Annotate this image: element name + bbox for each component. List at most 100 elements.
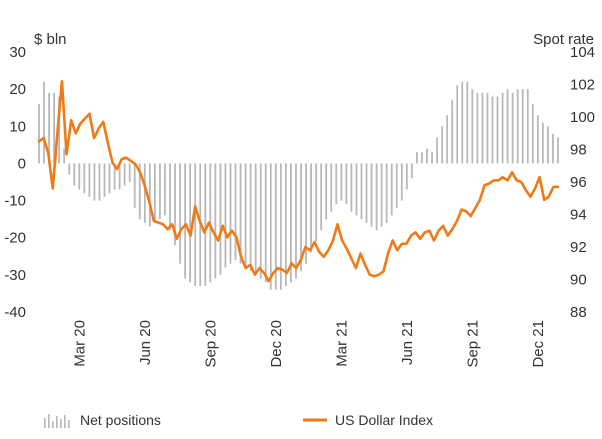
net-position-bar: [234, 163, 237, 260]
left-tick-label: -30: [4, 267, 26, 284]
net-position-bar: [153, 163, 156, 223]
net-position-bar: [426, 148, 428, 164]
net-position-bar: [310, 163, 312, 253]
net-position-bar: [536, 115, 539, 164]
net-position-bar: [214, 163, 217, 279]
net-position-bar: [441, 126, 444, 164]
net-position-bar: [395, 163, 398, 208]
net-position-bar: [370, 163, 373, 227]
net-position-bar: [269, 163, 272, 290]
net-position-bar: [184, 163, 187, 279]
net-position-bar: [133, 163, 136, 208]
right-tick-label: 92: [570, 239, 587, 256]
net-position-bar: [254, 163, 257, 275]
net-position-bar: [506, 89, 509, 164]
legend-bar-mark: [68, 420, 70, 428]
net-position-bar: [516, 89, 519, 164]
net-position-bar: [174, 163, 176, 246]
net-position-bar: [436, 137, 438, 164]
right-tick-label: 94: [570, 207, 587, 224]
legend-bar-mark: [52, 421, 54, 428]
net-position-bar: [345, 163, 348, 205]
net-position-bar: [244, 163, 247, 268]
net-position-bar: [98, 163, 101, 201]
net-position-bar: [325, 163, 328, 220]
net-position-bar: [511, 92, 514, 164]
net-position-bar: [219, 163, 222, 275]
net-position-bar: [380, 163, 383, 227]
net-position-bar: [83, 163, 86, 194]
net-position-bar: [179, 163, 181, 264]
net-position-bar: [451, 100, 454, 164]
left-tick-label: 0: [18, 155, 26, 172]
net-position-bar: [290, 163, 292, 283]
left-tick-label: 10: [9, 118, 26, 135]
net-position-bar: [229, 163, 232, 264]
x-tick-label: Mar 21: [333, 320, 350, 367]
net-position-bar: [295, 163, 297, 279]
right-tick-label: 104: [570, 44, 595, 61]
right-tick-label: 102: [570, 77, 595, 94]
net-position-bar: [476, 92, 479, 164]
net-position-bar: [466, 81, 469, 164]
net-position-bar: [390, 163, 393, 216]
net-position-bar: [53, 92, 56, 164]
net-position-bar: [189, 163, 192, 283]
net-position-bar: [159, 163, 161, 220]
net-position-bar: [531, 104, 534, 164]
net-position-bar: [224, 163, 227, 268]
x-tick-label: Jun 21: [399, 320, 416, 365]
net-position-bar: [169, 163, 171, 231]
right-tick-label: 100: [570, 109, 595, 126]
net-position-bar: [350, 163, 353, 212]
legend-bars-label: Net positions: [80, 412, 161, 428]
net-position-bar: [73, 163, 76, 186]
net-position-bar: [375, 163, 378, 231]
net-position-bar: [547, 126, 549, 164]
x-tick-label: Mar 20: [71, 320, 88, 367]
net-position-bar: [526, 89, 529, 164]
net-position-bar: [486, 92, 489, 164]
x-tick-label: Sep 20: [202, 320, 219, 368]
net-position-bar: [143, 163, 146, 223]
us-dollar-index-line: [37, 79, 560, 283]
net-position-bar: [93, 163, 96, 201]
legend-bar-mark: [64, 415, 66, 428]
net-position-bar: [164, 163, 166, 216]
net-position-bar: [58, 96, 61, 164]
net-position-bar: [557, 137, 559, 164]
net-position-bar: [481, 92, 484, 164]
net-position-bar: [148, 163, 151, 227]
net-position-bar: [264, 163, 267, 283]
net-position-bar: [128, 163, 131, 182]
net-position-bar: [340, 163, 343, 201]
net-position-bar: [103, 163, 106, 197]
left-axis-label: $ bln: [34, 31, 67, 48]
left-tick-label: -40: [4, 304, 26, 321]
net-position-bar: [421, 152, 423, 164]
net-position-bar: [113, 163, 116, 190]
legend-bar-mark: [44, 418, 46, 428]
right-tick-label: 98: [570, 142, 587, 159]
net-position-bar: [204, 163, 207, 286]
x-tick-label: Jun 20: [137, 320, 154, 365]
legend-bar-mark: [56, 416, 58, 428]
net-position-bar: [63, 148, 66, 164]
left-tick-label: 30: [9, 44, 26, 61]
net-position-bar: [279, 163, 282, 290]
right-tick-label: 96: [570, 174, 587, 191]
legend-bar-mark: [60, 419, 62, 428]
net-position-bar: [501, 92, 504, 164]
net-position-bar: [385, 163, 388, 223]
net-position-bar: [285, 163, 287, 286]
net-position-bar: [496, 96, 499, 164]
x-tick-label: Dec 20: [268, 320, 285, 368]
net-position-bar: [138, 163, 141, 220]
net-position-bar: [431, 152, 433, 164]
net-position-bar: [108, 163, 111, 194]
x-tick-label: Sep 21: [464, 320, 481, 368]
net-position-bar: [68, 163, 71, 175]
net-position-bar: [416, 152, 418, 164]
net-position-bar: [320, 163, 323, 231]
